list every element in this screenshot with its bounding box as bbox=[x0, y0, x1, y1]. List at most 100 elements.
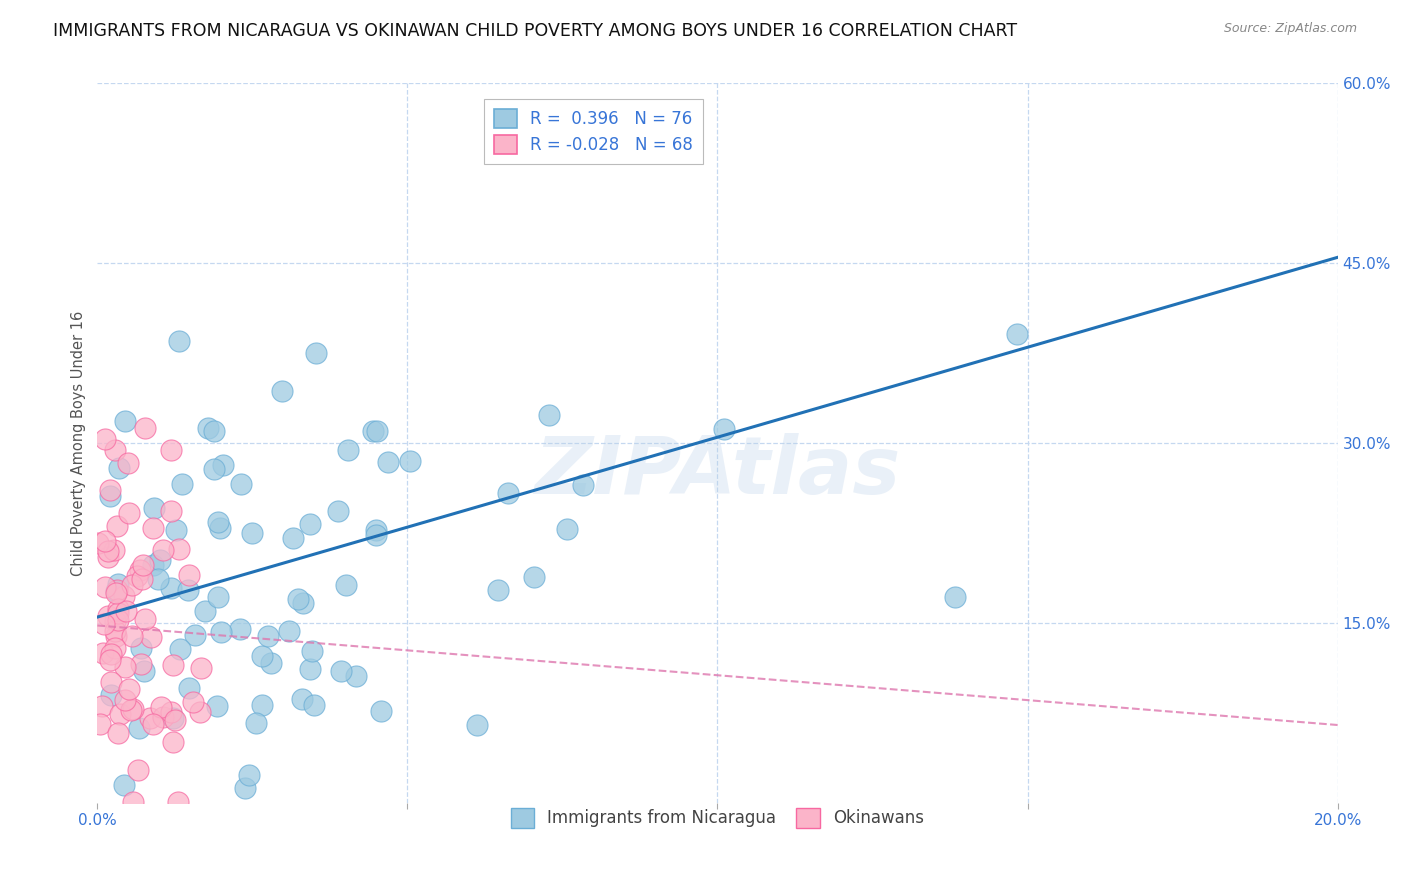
Point bbox=[127, 763, 149, 777]
Point bbox=[142, 521, 165, 535]
Point bbox=[257, 629, 280, 643]
Point bbox=[177, 681, 200, 695]
Point bbox=[132, 558, 155, 572]
Point bbox=[105, 582, 128, 597]
Point bbox=[142, 717, 165, 731]
Point bbox=[98, 653, 121, 667]
Point bbox=[399, 453, 422, 467]
Point bbox=[204, 424, 226, 438]
Point bbox=[98, 483, 121, 497]
Point bbox=[162, 735, 184, 749]
Point bbox=[366, 424, 388, 438]
Point bbox=[129, 641, 152, 656]
Point bbox=[211, 458, 233, 472]
Point bbox=[245, 715, 267, 730]
Point bbox=[167, 334, 190, 348]
Text: Source: ZipAtlas.com: Source: ZipAtlas.com bbox=[1223, 22, 1357, 36]
Point bbox=[107, 606, 129, 620]
Point bbox=[159, 581, 181, 595]
Point bbox=[163, 714, 186, 728]
Point bbox=[465, 718, 488, 732]
Point bbox=[93, 646, 115, 660]
Point bbox=[97, 608, 120, 623]
Point bbox=[190, 661, 212, 675]
Point bbox=[107, 725, 129, 739]
Point bbox=[335, 577, 357, 591]
Point bbox=[184, 628, 207, 642]
Point bbox=[287, 592, 309, 607]
Point bbox=[104, 614, 127, 628]
Point bbox=[572, 477, 595, 491]
Point bbox=[498, 486, 520, 500]
Point bbox=[127, 568, 149, 582]
Point bbox=[134, 665, 156, 679]
Point bbox=[169, 641, 191, 656]
Point bbox=[538, 408, 561, 422]
Point bbox=[170, 477, 193, 491]
Point bbox=[181, 695, 204, 709]
Point bbox=[104, 641, 127, 656]
Point bbox=[134, 421, 156, 435]
Point bbox=[1005, 326, 1028, 341]
Point bbox=[93, 617, 115, 632]
Point bbox=[108, 706, 131, 721]
Point bbox=[291, 691, 314, 706]
Point bbox=[112, 778, 135, 792]
Point bbox=[283, 532, 305, 546]
Point bbox=[118, 681, 141, 696]
Point bbox=[146, 572, 169, 586]
Point bbox=[233, 780, 256, 795]
Point bbox=[194, 604, 217, 618]
Point bbox=[943, 590, 966, 604]
Point bbox=[87, 535, 110, 549]
Point bbox=[370, 704, 392, 718]
Point bbox=[97, 544, 120, 558]
Point bbox=[336, 443, 359, 458]
Point bbox=[326, 504, 349, 518]
Point bbox=[177, 567, 200, 582]
Point bbox=[250, 648, 273, 663]
Point bbox=[160, 443, 183, 458]
Point bbox=[208, 521, 231, 535]
Point bbox=[152, 542, 174, 557]
Point bbox=[121, 629, 143, 643]
Point bbox=[104, 443, 127, 458]
Point bbox=[160, 705, 183, 719]
Point bbox=[250, 698, 273, 712]
Point bbox=[277, 624, 299, 638]
Point bbox=[93, 580, 115, 594]
Point bbox=[105, 583, 128, 598]
Point bbox=[128, 563, 150, 577]
Point bbox=[107, 602, 129, 616]
Point bbox=[131, 573, 153, 587]
Text: IMMIGRANTS FROM NICARAGUA VS OKINAWAN CHILD POVERTY AMONG BOYS UNDER 16 CORRELAT: IMMIGRANTS FROM NICARAGUA VS OKINAWAN CH… bbox=[53, 22, 1018, 40]
Point bbox=[197, 421, 219, 435]
Point bbox=[377, 455, 399, 469]
Point bbox=[292, 596, 315, 610]
Point bbox=[89, 717, 111, 731]
Point bbox=[177, 583, 200, 598]
Point bbox=[260, 657, 283, 671]
Point bbox=[149, 699, 172, 714]
Point bbox=[166, 795, 188, 809]
Legend: Immigrants from Nicaragua, Okinawans: Immigrants from Nicaragua, Okinawans bbox=[505, 802, 931, 834]
Point bbox=[142, 500, 165, 515]
Point bbox=[121, 702, 143, 716]
Point bbox=[557, 522, 579, 536]
Point bbox=[112, 590, 135, 604]
Point bbox=[330, 664, 353, 678]
Point bbox=[298, 517, 321, 532]
Point bbox=[128, 721, 150, 735]
Point bbox=[270, 384, 292, 399]
Point bbox=[100, 647, 122, 661]
Point bbox=[120, 703, 142, 717]
Point bbox=[94, 432, 117, 446]
Point bbox=[205, 699, 228, 714]
Point bbox=[207, 515, 229, 529]
Point bbox=[118, 507, 141, 521]
Point bbox=[165, 523, 187, 537]
Point bbox=[93, 534, 115, 549]
Point bbox=[188, 705, 211, 719]
Point bbox=[162, 711, 184, 725]
Point bbox=[115, 604, 138, 618]
